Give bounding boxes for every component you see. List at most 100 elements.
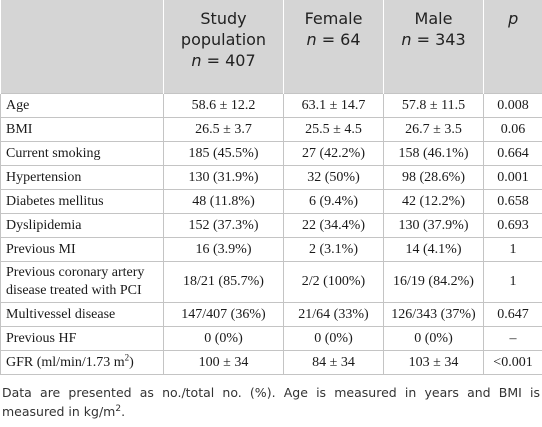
cell: 1 [483,237,542,262]
cell: 26.5 ± 3.7 [163,117,284,142]
cell: 32 (50%) [283,165,384,190]
cell: 0 (0%) [163,326,284,351]
header-n-var: n [306,30,317,49]
text: ) [129,354,134,370]
row-label: Current smoking [0,141,164,166]
cell: 57.8 ± 11.5 [383,93,484,118]
cell: 152 (37.3%) [163,213,284,238]
table-row: Dyslipidemia 152 (37.3%) 22 (34.4%) 130 (37… [0,213,542,238]
header-n-value: = 343 [416,30,466,49]
row-label: Previous HF [0,326,164,351]
table: Study population n = 407 Female n = 64 Male n… [0,0,542,375]
cell: 0.658 [483,189,542,214]
table-row: Multivessel disease 147/407 (36%) 21/64 (3… [0,302,542,327]
text: Hypertension [6,169,82,185]
header-n-var: n [401,30,412,49]
cell: <0.001 [483,350,542,375]
row-label: Dyslipidemia [0,213,164,238]
header-cell: p [483,0,542,94]
cell: 58.6 ± 12.2 [163,93,284,118]
header-row: Study population n = 407 Female n = 64 Male n… [0,0,542,94]
text: GFR (ml/min/1.73 m [6,354,125,370]
cell: 42 (12.2%) [383,189,484,214]
header-n-var: n [191,51,202,70]
header-cell: Study population n = 407 [163,0,284,94]
header-title: Male [414,9,453,28]
cell: 0.06 [483,117,542,142]
cell: 27 (42.2%) [283,141,384,166]
table-row: Current smoking 185 (45.5%) 27 (42.2%) 158 … [0,141,542,166]
cell: – [483,326,542,351]
text: Multivessel disease [6,306,116,322]
table-row: Diabetes mellitus 48 (11.8%) 6 (9.4%) 42 (1… [0,189,542,214]
cell: 16/19 (84.2%) [383,261,484,303]
cell: 1 [483,261,542,303]
header-cell: Male n = 343 [383,0,484,94]
cell: 22 (34.4%) [283,213,384,238]
cell: 14 (4.1%) [383,237,484,262]
cell: 147/407 (36%) [163,302,284,327]
cell: 2/2 (100%) [283,261,384,303]
row-label: Previous MI [0,237,164,262]
cell: 26.7 ± 3.5 [383,117,484,142]
header-cell [0,0,164,94]
footnote: Data are presented as no./total no. (%).… [0,375,542,421]
cell: 21/64 (33%) [283,302,384,327]
cell: 0.647 [483,302,542,327]
text: Current smoking [6,145,101,161]
row-label: BMI [0,117,164,142]
table-row: BMI 26.5 ± 3.7 25.5 ± 4.5 26.7 ± 3.5 0.06 [0,117,542,142]
cell: 130 (37.9%) [383,213,484,238]
cell: 63.1 ± 14.7 [283,93,384,118]
text: BMI [6,121,33,137]
cell: 0 (0%) [283,326,384,351]
header-cell: Female n = 64 [283,0,384,94]
text: Data are presented as no./total no. (%).… [2,385,540,419]
cell: 185 (45.5%) [163,141,284,166]
cell: 158 (46.1%) [383,141,484,166]
row-label: Diabetes mellitus [0,189,164,214]
table-row: Age 58.6 ± 12.2 63.1 ± 14.7 57.8 ± 11.5 0.00… [0,93,542,118]
header-n-value: = 407 [206,51,256,70]
text: Previous HF [6,330,77,346]
cell: 0.008 [483,93,542,118]
row-label: Previous coronary artery disease treated… [0,261,164,303]
cell: 103 ± 34 [383,350,484,375]
cell: 6 (9.4%) [283,189,384,214]
row-label: Age [0,93,164,118]
table-row: Previous coronary artery disease treated… [0,261,542,303]
cell: 18/21 (85.7%) [163,261,284,303]
cell: 126/343 (37%) [383,302,484,327]
row-label: GFR (ml/min/1.73 m2) [0,350,164,375]
cell: 84 ± 34 [283,350,384,375]
cell: 98 (28.6%) [383,165,484,190]
table-row: Previous HF 0 (0%) 0 (0%) 0 (0%) – [0,326,542,351]
cell: 0 (0%) [383,326,484,351]
superscript: 2 [124,351,130,362]
superscript: 2 [115,403,122,414]
text: Age [6,97,30,113]
cell: 2 (3.1%) [283,237,384,262]
table-body: Age 58.6 ± 12.2 63.1 ± 14.7 57.8 ± 11.5 0.00… [0,93,542,375]
header-title: Female [304,9,363,28]
text: Diabetes mellitus [6,193,104,209]
row-label: Hypertension [0,165,164,190]
cell: 48 (11.8%) [163,189,284,214]
cell: 0.664 [483,141,542,166]
header-title: Study population [180,9,267,49]
cell: 0.693 [483,213,542,238]
header-n-value: = 64 [321,30,361,49]
table-row: Previous MI 16 (3.9%) 2 (3.1%) 14 (4.1%) 1 [0,237,542,262]
table-row: GFR (ml/min/1.73 m2) 100 ± 34 84 ± 34 103 ±… [0,350,542,375]
table-row: Hypertension 130 (31.9%) 32 (50%) 98 (28.6%… [0,165,542,190]
text: Previous coronary artery disease treated… [6,265,145,298]
row-label: Multivessel disease [0,302,164,327]
text: Previous MI [6,241,76,257]
cell: 0.001 [483,165,542,190]
cell: 16 (3.9%) [163,237,284,262]
header-title: p [508,9,519,28]
cell: 130 (31.9%) [163,165,284,190]
cell: 100 ± 34 [163,350,284,375]
cell: 25.5 ± 4.5 [283,117,384,142]
